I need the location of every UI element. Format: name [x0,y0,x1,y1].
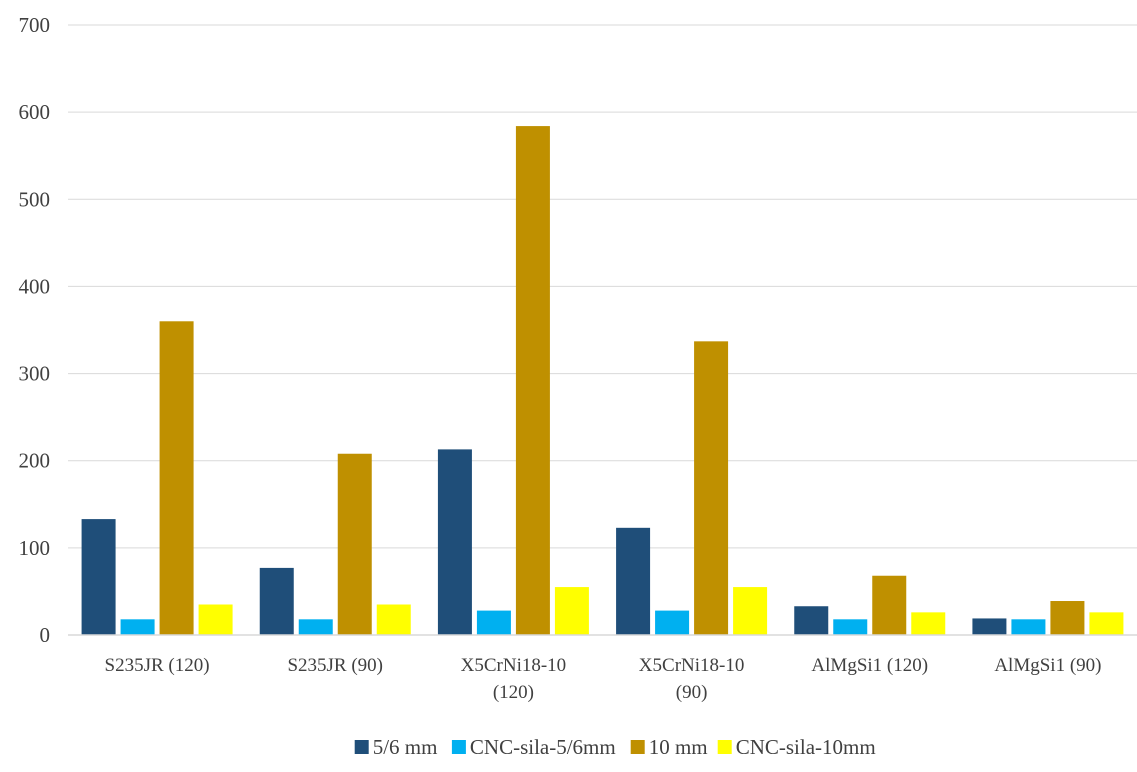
legend-label-4: CNC-sila-10mm [736,735,876,759]
bar-4-6 [1089,612,1124,635]
bar-2-2 [298,619,333,635]
category-label: (90) [676,682,708,703]
bar-3-5 [872,575,907,635]
bar-1-2 [259,567,294,635]
bar-4-3 [554,587,589,635]
category-label: S235JR (90) [287,655,383,676]
category-label: AlMgSi1 (120) [811,655,928,676]
bar-4-4 [733,587,768,635]
legend-swatch-2 [451,740,466,754]
legend-label-3: 10 mm [649,735,708,759]
legend-label-2: CNC-sila-5/6mm [470,735,616,759]
bar-4-2 [376,604,411,635]
y-tick-label: 400 [19,274,51,298]
legend: 5/6 mm CNC-sila-5/6mm 10 mm CNC-sila-10mm [354,735,876,759]
y-axis-ticks: 0 100 200 300 400 500 600 700 [19,13,51,647]
legend-swatch-4 [717,740,732,754]
bar-2-6 [1011,619,1046,635]
bar-2-1 [120,619,155,635]
y-tick-label: 300 [19,362,51,386]
y-tick-label: 500 [19,187,51,211]
category-label: X5CrNi18-10 [639,655,745,676]
bar-1-4 [616,527,651,635]
category-label: AlMgSi1 (90) [994,655,1101,676]
bar-1-1 [81,519,116,635]
bar-1-3 [437,449,472,635]
y-tick-label: 0 [40,623,51,647]
bar-3-1 [159,321,194,635]
category-label: X5CrNi18-10 [461,655,567,676]
category-labels: S235JR (120) S235JR (90) X5CrNi18-10 (120) X… [105,655,1102,703]
legend-swatch-1 [354,740,369,754]
y-tick-label: 700 [19,13,51,37]
bar-3-2 [337,453,372,635]
y-tick-label: 600 [19,100,51,124]
bar-3-4 [694,341,729,635]
gridlines [68,24,1137,549]
legend-label-1: 5/6 mm [373,735,438,759]
legend-swatch-3 [630,740,645,754]
category-label: S235JR (120) [105,655,210,676]
category-label: (120) [493,682,534,703]
bar-2-3 [476,610,511,635]
bar-1-6 [972,618,1007,635]
bar-1-5 [794,606,829,635]
y-tick-label: 100 [19,536,51,560]
bar-4-1 [198,604,233,635]
bars [81,126,1124,635]
bar-4-5 [911,612,946,635]
bar-3-6 [1050,601,1085,635]
bar-3-3 [515,126,550,635]
y-tick-label: 200 [19,449,51,473]
bar-2-4 [655,610,690,635]
bar-2-5 [833,619,868,635]
